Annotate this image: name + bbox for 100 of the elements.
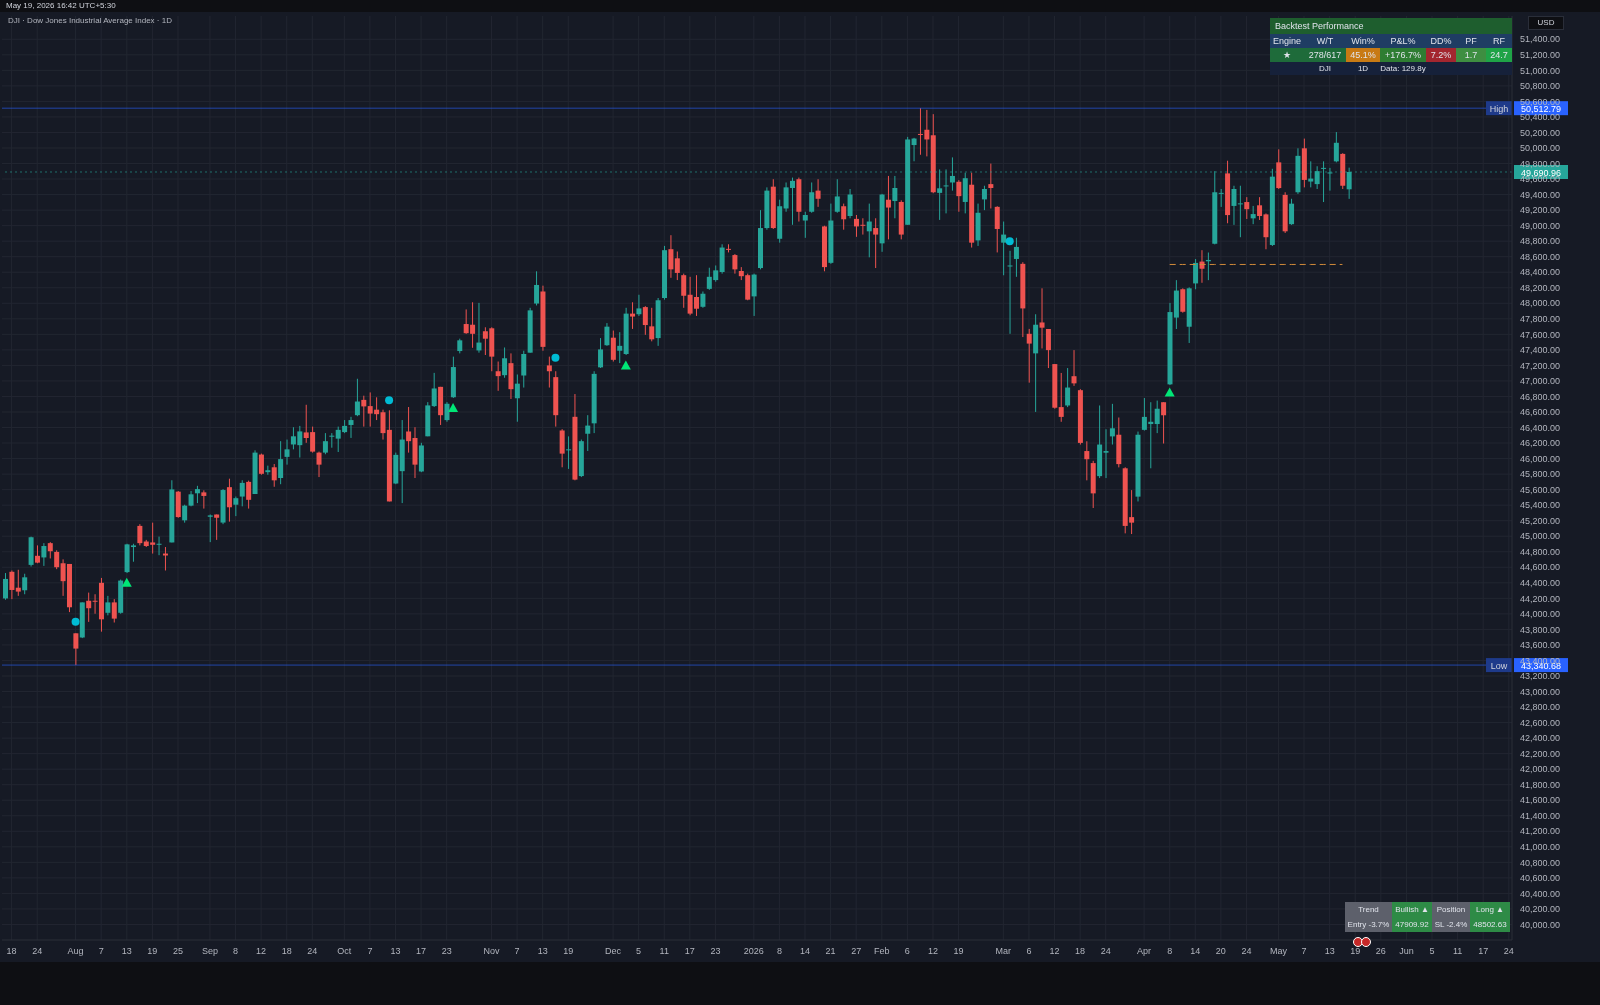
chart-title: DJI · Dow Jones Industrial Average Index · 1D	[8, 16, 172, 25]
x-tick-label: 27	[851, 946, 862, 957]
candlestick	[361, 395, 367, 428]
y-tick-label: 42,800.00	[1520, 702, 1561, 713]
y-tick-label: 45,400.00	[1520, 500, 1561, 511]
point	[620, 360, 631, 370]
x-tick-label: Apr	[1137, 946, 1152, 957]
text: USD	[1528, 16, 1564, 30]
candlestick	[802, 211, 808, 239]
y-tick-label: 41,800.00	[1520, 779, 1561, 790]
x-tick-label: 23	[441, 946, 452, 957]
candlestick	[546, 356, 552, 389]
candlestick	[841, 203, 847, 231]
x-tick-label: 6	[904, 946, 910, 957]
annotation: 1D	[1346, 62, 1380, 75]
candlestick	[834, 178, 840, 214]
y-tick-label: 40,400.00	[1520, 888, 1561, 899]
annotation: 1.7	[1456, 48, 1486, 62]
candlestick	[617, 331, 623, 364]
x-tick-label: 24	[32, 946, 43, 957]
candlestick	[732, 253, 738, 275]
candlestick	[1237, 185, 1243, 238]
point	[385, 396, 394, 405]
y-tick-label: 50,200.00	[1520, 127, 1561, 138]
candlestick	[1218, 188, 1224, 208]
candlestick	[514, 374, 520, 423]
candlestick	[937, 168, 943, 221]
y-tick-label: 43,000.00	[1520, 686, 1561, 697]
x-tick-label: May	[1269, 946, 1288, 957]
x-tick-label: 7	[367, 946, 373, 957]
candlestick	[15, 569, 21, 597]
candlestick	[73, 632, 79, 666]
x-tick-label: 8	[776, 946, 782, 957]
x-tick-label: 24	[1241, 946, 1252, 957]
x-tick-label: 2026	[743, 946, 764, 957]
candlestick	[1026, 328, 1032, 384]
y-tick-label: 46,400.00	[1520, 422, 1561, 433]
x-tick-label: 23	[710, 946, 721, 957]
candlestick	[1109, 403, 1115, 446]
candlestick	[1154, 400, 1160, 434]
y-tick-label: 49,400.00	[1520, 189, 1561, 200]
point	[121, 577, 132, 587]
y-tick-label: 49,200.00	[1520, 205, 1561, 216]
y-tick-label: 43,600.00	[1520, 640, 1561, 651]
x-tick-label: Oct	[337, 946, 352, 957]
annotation: Position	[1432, 902, 1470, 917]
candlestick	[1084, 440, 1090, 481]
x-tick-label: Mar	[995, 946, 1012, 957]
x-tick-label: 17	[416, 946, 427, 957]
x-tick-label: Jun	[1399, 946, 1414, 957]
annotation: Bullish ▲	[1392, 902, 1432, 917]
annotation: Backtest Performance	[1270, 18, 1512, 34]
x-tick-label: 8	[1167, 946, 1173, 957]
candlestick	[444, 401, 450, 423]
x-tick-label: 7	[1301, 946, 1307, 957]
candlestick	[815, 178, 821, 208]
annotation: 45.1%	[1346, 48, 1380, 62]
x-tick-label: 12	[256, 946, 267, 957]
x-tick-label: 7	[514, 946, 520, 957]
annotation: DJI	[1304, 62, 1346, 75]
candlestick	[649, 307, 655, 342]
annotation: PF	[1456, 34, 1486, 48]
y-tick-label: 49,000.00	[1520, 220, 1561, 231]
y-tick-label: 45,800.00	[1520, 469, 1561, 480]
candlestick	[642, 305, 648, 336]
candlestick	[1244, 196, 1250, 220]
x-tick-label: 13	[121, 946, 132, 957]
candlestick	[476, 302, 482, 354]
y-tick-label: 51,200.00	[1520, 50, 1561, 61]
candlestick	[1321, 160, 1327, 203]
y-tick-label: 48,200.00	[1520, 282, 1561, 293]
text: May 19, 2026 16:42 UTC+5:30	[0, 0, 1600, 12]
y-tick-label: 46,600.00	[1520, 407, 1561, 418]
candlestick	[22, 573, 28, 595]
x-tick-label: 6	[1026, 946, 1032, 957]
x-tick-label: 12	[927, 946, 938, 957]
candlestick	[911, 137, 917, 162]
candlestick	[348, 416, 354, 439]
ref-line-label: High	[1489, 104, 1509, 115]
y-tick-label: 46,000.00	[1520, 453, 1561, 464]
y-tick-label: 47,200.00	[1520, 360, 1561, 371]
y-tick-label: 42,200.00	[1520, 748, 1561, 759]
annotation: DD%	[1426, 34, 1456, 48]
candlestick	[3, 572, 8, 601]
candlestick	[201, 489, 207, 510]
y-tick-label: 50,000.00	[1520, 143, 1561, 154]
x-tick-label: 26	[1375, 946, 1386, 957]
y-tick-label: 44,000.00	[1520, 609, 1561, 620]
candlestick	[1103, 428, 1109, 479]
candlestick	[949, 156, 955, 192]
y-tick-label: 41,200.00	[1520, 826, 1561, 837]
x-tick-label: 11	[659, 946, 669, 957]
annotation: ★	[1270, 48, 1304, 62]
candlestick	[1333, 131, 1339, 163]
candlestick	[610, 330, 616, 363]
annotation: 278/617	[1304, 48, 1346, 62]
candlestick	[585, 414, 591, 452]
candlestick	[1327, 167, 1333, 192]
y-tick-label: 40,600.00	[1520, 873, 1561, 884]
candlestick	[239, 479, 245, 507]
